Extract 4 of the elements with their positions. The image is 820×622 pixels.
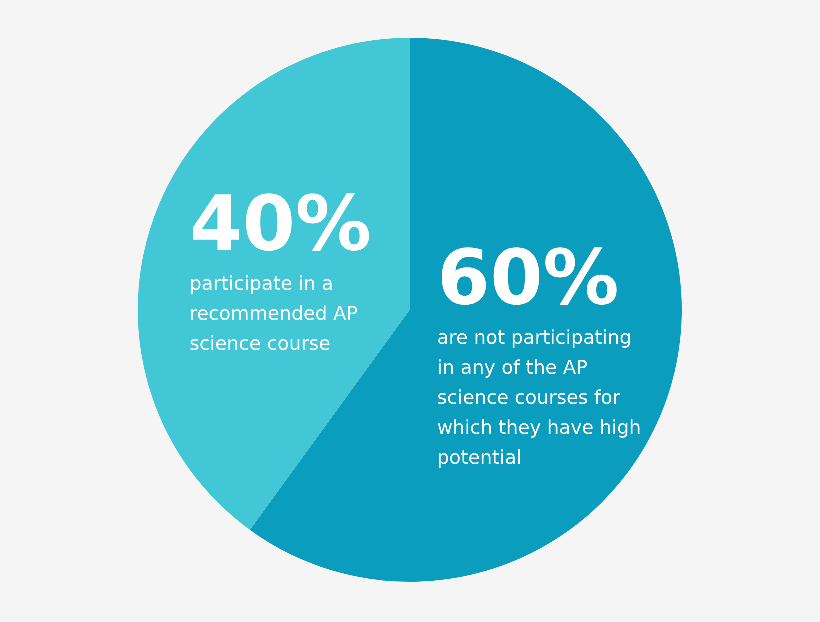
data-label: 60% (437, 233, 620, 322)
data-label: 40% (190, 178, 372, 268)
slice-label: participate in a recommended AP science course (190, 272, 358, 355)
slice-label: are not participating in any of the AP science courses for which they have high potential (437, 327, 642, 470)
